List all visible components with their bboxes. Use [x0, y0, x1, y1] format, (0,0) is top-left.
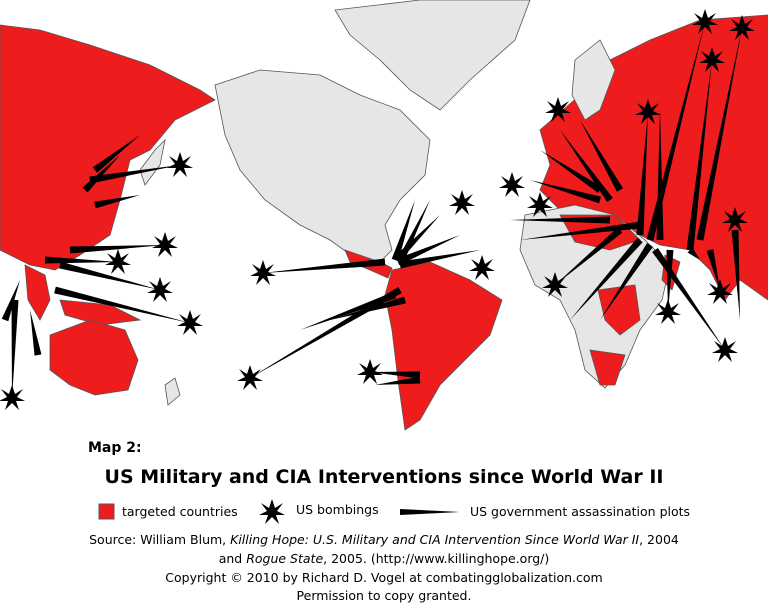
plot-wedge [686, 60, 712, 251]
legend-swatch-plots [400, 509, 460, 515]
plot-wedge [570, 237, 643, 320]
plot-wedge [11, 299, 19, 398]
legend-swatch-bombings [259, 499, 285, 524]
plot-wedge [399, 250, 480, 269]
plot-wedge [330, 296, 406, 320]
plot-wedge [540, 150, 602, 193]
plot-wedge [370, 371, 421, 379]
bombing-symbol [499, 172, 525, 197]
plot-wedge [89, 165, 180, 184]
plot-wedge [646, 22, 705, 241]
bombing-symbol [250, 260, 276, 285]
source-book: Rogue State [246, 551, 324, 566]
source-line-2: and Rogue State, 2005. (http://www.killi… [0, 551, 768, 566]
bombing-symbol [147, 277, 173, 302]
map-title: US Military and CIA Interventions since … [104, 466, 664, 488]
plot-wedge [560, 130, 613, 203]
plot-wedge [530, 180, 601, 204]
bombing-symbol [237, 365, 263, 390]
plot-wedge [69, 245, 165, 254]
source-text: Source: William Blum, [89, 532, 231, 547]
plot-wedge [396, 235, 460, 266]
plot-wedge [731, 229, 740, 320]
plot-wedge [510, 216, 610, 224]
legend-bombings: US bombings [296, 502, 379, 517]
bombing-symbol [357, 359, 383, 384]
plot-wedge [92, 135, 140, 173]
source-book: Killing Hope: U.S. Military and CIA Inte… [230, 532, 640, 547]
legend-swatch-countries [98, 503, 115, 520]
bombing-symbol [167, 152, 193, 177]
world-map [0, 0, 768, 431]
plot-wedge [59, 261, 161, 290]
plot-wedge [687, 247, 700, 260]
legend-countries: targeted countries [122, 504, 238, 519]
source-text: , 2004 [639, 532, 679, 547]
permission: Permission to copy granted. [296, 588, 472, 603]
bombing-symbol [0, 385, 25, 410]
plot-wedge [300, 291, 397, 330]
bombing-symbol [469, 255, 495, 280]
plot-wedge [94, 195, 140, 209]
source-line-1: Source: William Blum, Killing Hope: U.S.… [0, 532, 768, 547]
plot-wedge [54, 286, 190, 323]
legend-plots: US government assassination plots [470, 504, 691, 519]
plot-wedge [395, 215, 440, 261]
plot-wedge [706, 249, 720, 290]
plot-wedge [580, 120, 624, 192]
plot-wedge [1, 280, 21, 322]
bombing-symbol [712, 337, 738, 362]
plot-wedge [263, 258, 386, 273]
map-label: Map 2: [88, 440, 142, 456]
plot-wedge [555, 227, 623, 285]
plot-wedge [391, 200, 415, 262]
plot-wedge [82, 155, 120, 193]
plot-wedge [666, 249, 674, 312]
plot-wedge [696, 28, 742, 241]
source-text: and [218, 551, 247, 566]
bombing-symbol [449, 190, 475, 215]
bombing-symbol [177, 310, 203, 335]
plot-wedge [600, 243, 653, 320]
plot-wedge [636, 112, 648, 236]
plot-wedge [520, 221, 641, 240]
plot-wedge [44, 256, 118, 264]
copyright: Copyright © 2010 by Richard D. Vogel at … [165, 570, 603, 585]
plot-wedge [30, 310, 42, 356]
source-text: , 2005. (http://www.killinghope.org/) [323, 551, 550, 566]
plot-wedge [375, 376, 421, 385]
bombing-symbol [152, 232, 178, 257]
